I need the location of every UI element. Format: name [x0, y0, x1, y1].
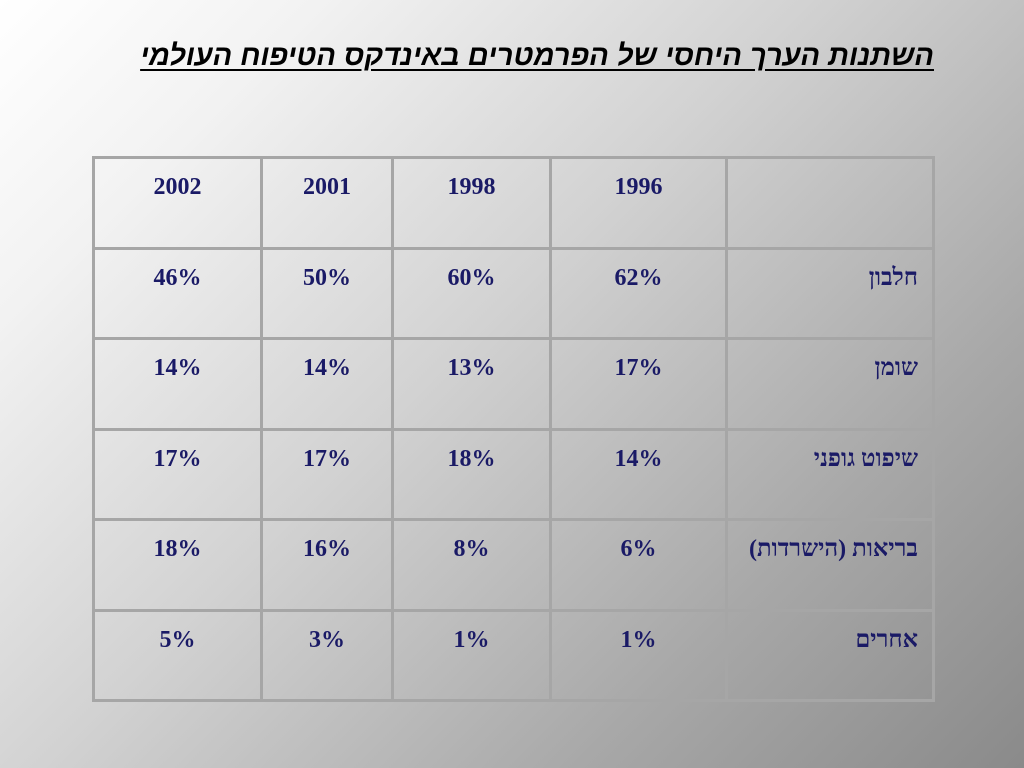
table-row: 14% 14% 13% 17% שומן: [92, 337, 935, 431]
table-cell: 6%: [549, 518, 728, 612]
table-cell: 17%: [92, 427, 263, 521]
table-cell: 17%: [549, 337, 728, 431]
header-corner-cell: [725, 156, 935, 250]
table-row: 46% 50% 60% 62% חלבון: [92, 246, 935, 340]
table-cell: 16%: [260, 518, 394, 612]
table-cell: 60%: [391, 246, 552, 340]
header-year-1996: 1996: [549, 156, 728, 250]
table-cell: 3%: [260, 608, 394, 702]
row-label: אחרים: [725, 608, 935, 702]
table-cell: 18%: [391, 427, 552, 521]
table-cell: 46%: [92, 246, 263, 340]
table-cell: 13%: [391, 337, 552, 431]
table-row: 5% 3% 1% 1% אחרים: [92, 608, 935, 702]
table-cell: 8%: [391, 518, 552, 612]
table-row: 17% 17% 18% 14% שיפוט גופני: [92, 427, 935, 521]
table-header-row: 2002 2001 1998 1996: [92, 156, 935, 250]
table-cell: 1%: [549, 608, 728, 702]
row-label: בריאות (הישרדות): [725, 518, 935, 612]
table-cell: 14%: [92, 337, 263, 431]
row-label: שומן: [725, 337, 935, 431]
table-cell: 62%: [549, 246, 728, 340]
table-row: 18% 16% 8% 6% בריאות (הישרדות): [92, 518, 935, 612]
data-table: 2002 2001 1998 1996 46% 50% 60% 62% חלבו…: [92, 156, 935, 702]
row-label: חלבון: [725, 246, 935, 340]
table-cell: 14%: [549, 427, 728, 521]
table-cell: 17%: [260, 427, 394, 521]
table-cell: 5%: [92, 608, 263, 702]
table-cell: 18%: [92, 518, 263, 612]
header-year-2001: 2001: [260, 156, 394, 250]
slide-title: השתנות הערך היחסי של הפרמטרים באינדקס הט…: [140, 40, 934, 72]
table-cell: 1%: [391, 608, 552, 702]
table-cell: 14%: [260, 337, 394, 431]
table-cell: 50%: [260, 246, 394, 340]
header-year-2002: 2002: [92, 156, 263, 250]
row-label: שיפוט גופני: [725, 427, 935, 521]
header-year-1998: 1998: [391, 156, 552, 250]
